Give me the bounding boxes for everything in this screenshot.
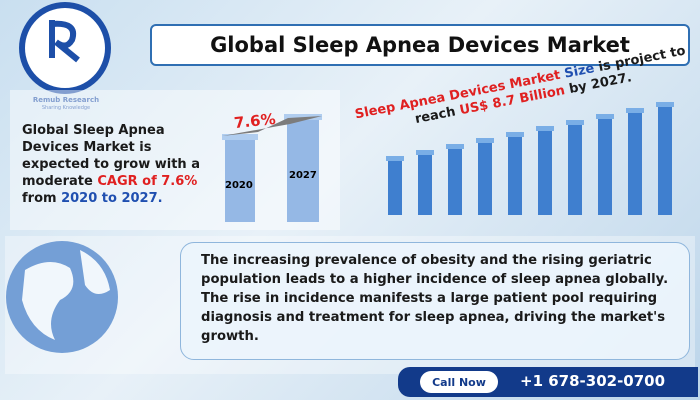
bar	[538, 130, 552, 215]
bar-cap	[476, 138, 494, 143]
text: 2020 to 2027.	[61, 191, 163, 206]
text: CAGR of 7.6%	[97, 174, 198, 189]
bar-label: 2027	[289, 170, 317, 181]
bar-cap	[416, 150, 434, 155]
bar-label: 2020	[225, 180, 253, 191]
bar-cap	[536, 126, 554, 131]
bar	[287, 118, 319, 222]
bar-cap	[222, 134, 258, 140]
bar	[598, 118, 612, 215]
phone: +1 678-302-0700	[520, 372, 666, 390]
logo-tagline: Sharing Knowledge	[41, 105, 91, 111]
call-button[interactable]: Call Now	[420, 371, 498, 393]
logo-name: Remub Research	[32, 96, 100, 104]
bar-cap	[566, 120, 584, 125]
text: from	[22, 191, 62, 206]
bar	[418, 154, 432, 215]
bar	[388, 160, 402, 215]
bar-cap	[284, 114, 322, 120]
bar	[225, 138, 255, 222]
growth-line	[222, 116, 322, 136]
text: Global Sleep Apnea Devices Market is exp…	[22, 123, 200, 189]
bar	[478, 142, 492, 215]
globe-land	[22, 250, 110, 340]
logo-mark	[49, 20, 80, 63]
bar-cap	[596, 114, 614, 119]
title: Global Sleep Apnea Devices Market	[150, 24, 690, 66]
bar	[628, 112, 642, 215]
bar	[448, 148, 462, 215]
bar	[508, 136, 522, 215]
bar-cap	[446, 144, 464, 149]
panel	[10, 90, 340, 230]
bar-cap	[506, 132, 524, 137]
cagr-text: Global Sleep Apnea Devices Market is exp…	[22, 122, 212, 207]
bar	[568, 124, 582, 215]
size-bars	[386, 102, 674, 215]
bar	[658, 106, 672, 215]
summary: The increasing prevalence of obesity and…	[180, 242, 690, 360]
bar-cap	[656, 102, 674, 107]
bar-cap	[626, 108, 644, 113]
bar-cap	[386, 156, 404, 161]
